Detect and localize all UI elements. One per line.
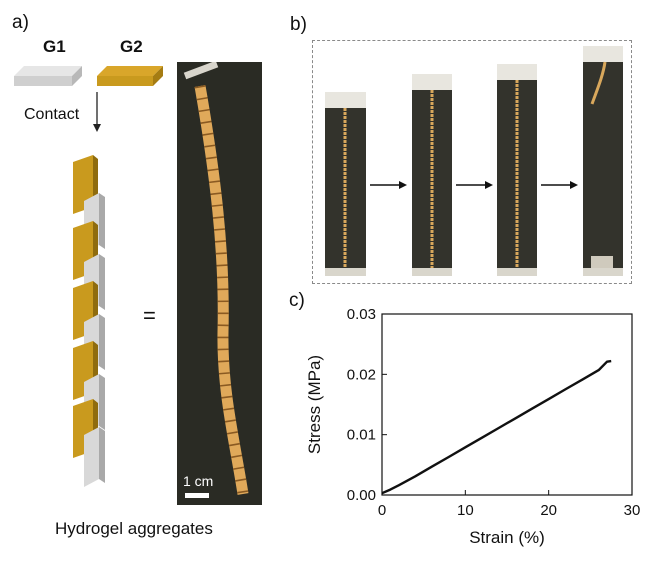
hydrogel-photo: 1 cm [177,62,262,505]
g1-block [14,66,82,86]
g2-block [97,66,163,86]
x-tick-label: 0 [378,502,386,519]
g1-label: G1 [43,37,66,56]
panel-b-frame [312,40,632,284]
x-tick-label: 10 [457,502,474,519]
series-line [381,359,612,495]
y-tick-label: 0.01 [347,427,376,444]
g1-segment [84,427,105,487]
g2-label: G2 [120,37,143,56]
x-tick-label: 30 [624,502,641,519]
y-tick-label: 0.00 [347,487,376,504]
x-tick-label: 20 [540,502,557,519]
sequence-arrow [456,181,493,189]
stress-strain-chart: 0 10 20 30 0.00 0.01 0.02 0.03 Strain (%) Stress … [305,306,641,547]
panel-a-caption: Hydrogel aggregates [55,519,213,538]
equals-sign: = [143,303,156,328]
plot-frame [381,313,633,496]
panel-b-label: b) [290,14,307,35]
tensile-test-frame-3 [497,64,537,276]
scale-bar [185,493,209,498]
tensile-test-frame-2 [412,74,452,276]
panel-c-label: c) [289,290,305,311]
y-tick-label: 0.02 [347,366,376,383]
panel-a-label: a) [12,12,29,33]
g1-g2-blocks [14,66,163,86]
y-tick-label: 0.03 [347,306,376,323]
tensile-test-frame-4-fractured [583,46,623,276]
scale-bar-label: 1 cm [183,473,214,489]
hydrogel-chain-image [183,62,249,495]
hydrogel-stack-illustration [73,155,105,487]
y-axis-label: Stress (MPa) [305,355,324,454]
tensile-test-frame-1 [325,92,366,276]
sequence-arrow [541,181,578,189]
contact-label: Contact [24,106,80,123]
contact-arrow [93,92,101,132]
sequence-arrow [370,181,407,189]
x-axis-label: Strain (%) [469,528,545,547]
